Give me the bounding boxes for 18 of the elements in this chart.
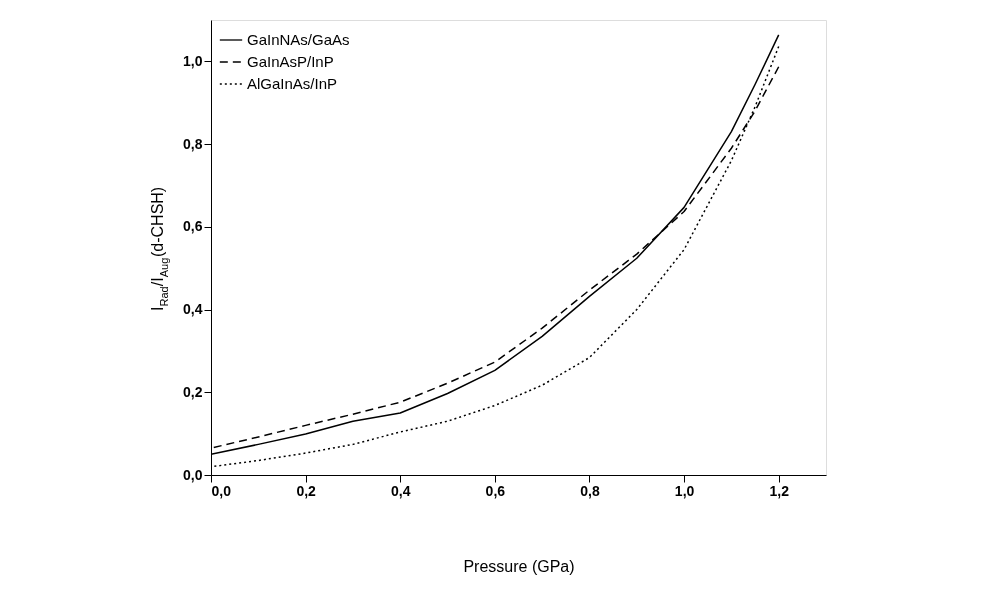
x-tick-label: 1,0 [674, 482, 695, 499]
y-tick-label: 0,8 [183, 135, 203, 152]
x-tick-label: 1,2 [769, 482, 790, 499]
x-tick-label: 0,4 [391, 482, 411, 499]
y-tick-label: 0,2 [183, 383, 203, 400]
y-axis-title: IRad/IAug(d-CHSH) [149, 186, 170, 311]
legend-label: GaInNAs/GaAs [247, 31, 350, 48]
y-tick-label: 0,0 [183, 466, 203, 483]
legend-label: GaInAsP/InP [247, 53, 334, 70]
x-tick-label: 0,6 [485, 482, 506, 499]
y-tick-label: 0,6 [183, 218, 203, 235]
x-tick-label: 0,2 [296, 482, 317, 499]
x-tick-label: 0,0 [211, 482, 232, 499]
legend-label: AlGaInAs/InP [247, 75, 338, 92]
y-tick-label: 1,0 [183, 52, 203, 69]
x-axis-title: Pressure (GPa) [463, 557, 575, 575]
x-tick-label: 0,8 [580, 482, 600, 499]
y-tick-label: 0,4 [183, 301, 203, 318]
